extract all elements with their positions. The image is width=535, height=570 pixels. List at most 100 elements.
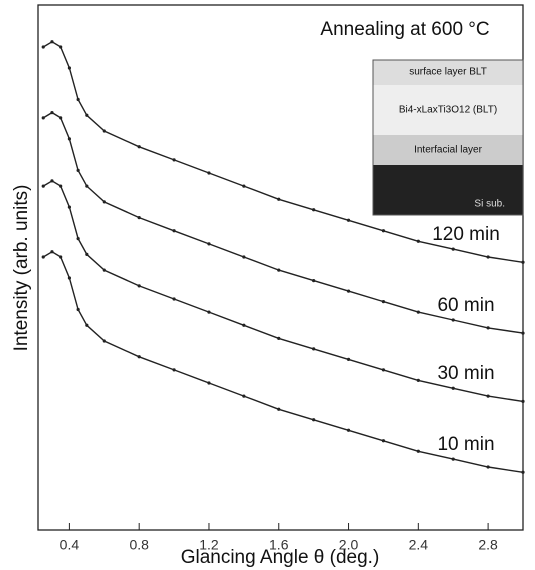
data-point <box>312 208 316 212</box>
x-tick-label: 1.2 <box>199 537 219 553</box>
data-point <box>312 279 316 283</box>
data-point <box>486 326 490 330</box>
data-point <box>85 184 89 188</box>
data-point <box>346 218 351 222</box>
data-point <box>312 347 316 351</box>
data-point <box>277 336 281 340</box>
x-tick-label: 2.4 <box>409 537 429 553</box>
data-point <box>207 310 211 314</box>
data-point <box>381 439 386 443</box>
data-point <box>50 111 54 115</box>
data-point <box>451 457 455 461</box>
data-point <box>381 368 386 372</box>
x-axis-label: Glancing Angle θ (deg.) <box>181 547 380 568</box>
data-point <box>50 250 54 254</box>
data-point <box>41 45 45 49</box>
data-point <box>277 407 281 411</box>
data-point <box>76 97 80 102</box>
data-point <box>451 247 455 251</box>
data-point <box>50 40 54 44</box>
x-tick-label: 2.0 <box>339 537 359 553</box>
data-point <box>172 158 176 162</box>
data-point <box>242 394 246 398</box>
data-point <box>312 418 316 422</box>
data-point <box>59 116 63 120</box>
data-point <box>76 168 80 172</box>
data-point <box>41 255 45 259</box>
inset-layer <box>373 165 523 215</box>
data-point <box>59 45 63 49</box>
data-point <box>76 237 80 241</box>
data-point <box>277 197 281 201</box>
data-point <box>172 229 176 233</box>
data-point <box>416 449 420 453</box>
data-point <box>172 297 176 301</box>
x-tick-label: 1.6 <box>269 537 289 553</box>
series-label: 120 min <box>432 224 500 245</box>
data-point <box>242 255 246 259</box>
data-point <box>521 331 525 335</box>
data-point <box>346 289 351 293</box>
data-point <box>486 465 490 469</box>
inset-label: Bi4-xLaxTi3O12 (BLT) <box>399 105 497 116</box>
plot-frame <box>37 4 524 531</box>
data-point <box>85 323 89 327</box>
inset-frame <box>372 59 524 216</box>
data-point <box>67 66 72 70</box>
chart-title: Annealing at 600 °C <box>320 19 489 40</box>
data-point <box>207 171 211 175</box>
data-point <box>451 386 455 390</box>
data-point <box>102 129 106 133</box>
data-point <box>41 116 45 120</box>
data-point <box>137 216 141 220</box>
data-point <box>67 205 72 209</box>
inset-layer <box>373 60 523 85</box>
data-point <box>137 145 141 149</box>
series-label: 10 min <box>437 434 494 455</box>
data-point <box>416 310 420 314</box>
data-point <box>486 394 490 398</box>
data-point <box>137 355 141 359</box>
data-point <box>346 357 351 361</box>
data-point <box>59 255 63 259</box>
data-point <box>486 255 490 259</box>
series-label: 30 min <box>437 363 494 384</box>
data-point <box>85 113 89 117</box>
data-point <box>207 381 211 385</box>
data-point <box>76 307 80 312</box>
data-point <box>207 242 211 246</box>
data-point <box>102 200 106 204</box>
inset-layer <box>373 135 523 165</box>
data-point <box>41 184 45 188</box>
data-point <box>277 268 281 272</box>
data-point <box>67 276 72 280</box>
inset-label: surface layer BLT <box>409 67 487 78</box>
data-point <box>102 268 106 272</box>
data-point <box>416 239 420 243</box>
data-point <box>59 184 63 188</box>
data-point <box>102 339 106 343</box>
x-tick-label: 2.8 <box>478 537 498 553</box>
series-label: 60 min <box>437 295 494 316</box>
data-point <box>85 252 89 256</box>
data-point <box>521 260 525 264</box>
data-point <box>521 470 525 474</box>
data-point <box>137 284 141 288</box>
data-point <box>242 184 246 188</box>
data-point <box>416 378 420 382</box>
data-point <box>381 300 386 304</box>
y-axis-label: Intensity (arb. units) <box>11 185 32 352</box>
data-point <box>521 399 525 403</box>
data-point <box>381 229 386 233</box>
inset: surface layer BLT Bi4-xLaxTi3O12 (BLT) I… <box>372 59 524 216</box>
data-point <box>451 318 455 322</box>
x-tick-label: 0.4 <box>60 537 80 553</box>
data-point <box>172 368 176 372</box>
inset-layer <box>373 85 523 135</box>
data-point <box>242 323 246 327</box>
inset-label: Si sub. <box>474 199 505 210</box>
data-point <box>346 428 351 432</box>
inset-label: Interfacial layer <box>414 145 482 156</box>
x-tick-label: 0.8 <box>129 537 149 553</box>
